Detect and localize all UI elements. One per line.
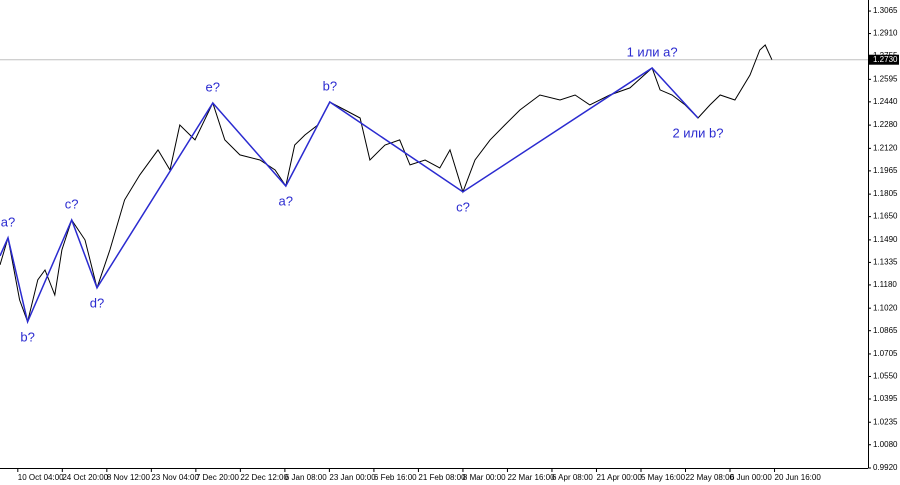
x-tick-label: 22 Mar 16:00 bbox=[507, 473, 555, 482]
y-tick-label: 1.2120 bbox=[873, 143, 898, 152]
wave-label: a? bbox=[279, 193, 293, 208]
current-price-box bbox=[869, 54, 899, 65]
x-tick-label: 6 Jan 08:00 bbox=[285, 473, 327, 482]
x-tick-label: 21 Feb 08:00 bbox=[418, 473, 466, 482]
y-tick-label: 1.1805 bbox=[873, 189, 898, 198]
y-tick-label: 1.1335 bbox=[873, 258, 898, 267]
x-tick-label: 6 Feb 16:00 bbox=[374, 473, 417, 482]
y-tick-label: 1.0550 bbox=[873, 372, 898, 381]
wave-label: 1 или a? bbox=[627, 44, 678, 59]
x-tick-label: 22 Dec 12:00 bbox=[240, 473, 288, 482]
y-tick-label: 1.0865 bbox=[873, 326, 898, 335]
wave-label: d? bbox=[90, 295, 104, 310]
y-tick-label: 1.1965 bbox=[873, 166, 898, 175]
x-tick-label: 8 Nov 12:00 bbox=[107, 473, 151, 482]
x-tick-label: 24 Oct 20:00 bbox=[62, 473, 108, 482]
y-tick-label: 1.2280 bbox=[873, 120, 898, 129]
y-tick-label: 1.1490 bbox=[873, 235, 898, 244]
wave-label: c? bbox=[65, 196, 79, 211]
current-price-label: 1.2730 bbox=[873, 55, 898, 64]
x-tick-label: 21 Apr 00:00 bbox=[596, 473, 642, 482]
x-tick-label: 6 Jun 00:00 bbox=[730, 473, 772, 482]
y-tick-label: 1.1180 bbox=[873, 280, 897, 289]
wave-label: a? bbox=[1, 214, 15, 229]
plot-background bbox=[0, 0, 868, 468]
y-tick-label: 1.0705 bbox=[873, 349, 898, 358]
wave-label: e? bbox=[206, 79, 220, 94]
x-tick-label: 10 Oct 04:00 bbox=[18, 473, 64, 482]
y-tick-label: 1.1650 bbox=[873, 212, 898, 221]
x-tick-label: 22 May 08:00 bbox=[685, 473, 734, 482]
wave-label: b? bbox=[323, 78, 337, 93]
price-line bbox=[0, 44, 773, 324]
wave-line bbox=[0, 67, 699, 325]
x-tick-label: 5 May 16:00 bbox=[641, 473, 686, 482]
x-tick-label: 23 Nov 04:00 bbox=[151, 473, 199, 482]
y-tick-label: 0.9920 bbox=[873, 463, 898, 472]
y-tick-label: 1.2440 bbox=[873, 97, 898, 106]
wave-label: 2 или b? bbox=[672, 125, 723, 140]
x-tick-label: 7 Dec 20:00 bbox=[196, 473, 240, 482]
x-tick-label: 8 Mar 00:00 bbox=[463, 473, 506, 482]
x-tick-label: 6 Apr 08:00 bbox=[552, 473, 593, 482]
y-tick-label: 1.3065 bbox=[873, 6, 898, 15]
x-tick-label: 23 Jan 00:00 bbox=[329, 473, 376, 482]
y-tick-label: 1.1020 bbox=[873, 303, 898, 312]
wave-label: b? bbox=[20, 329, 34, 344]
y-tick-label: 1.0235 bbox=[873, 417, 898, 426]
y-tick-label: 1.0395 bbox=[873, 394, 898, 403]
y-tick-label: 1.2910 bbox=[873, 29, 898, 38]
wave-label: c? bbox=[456, 199, 470, 214]
y-tick-label: 1.2595 bbox=[873, 74, 898, 83]
x-tick-label: 20 Jun 16:00 bbox=[775, 473, 822, 482]
y-tick-label: 1.0080 bbox=[873, 440, 898, 449]
